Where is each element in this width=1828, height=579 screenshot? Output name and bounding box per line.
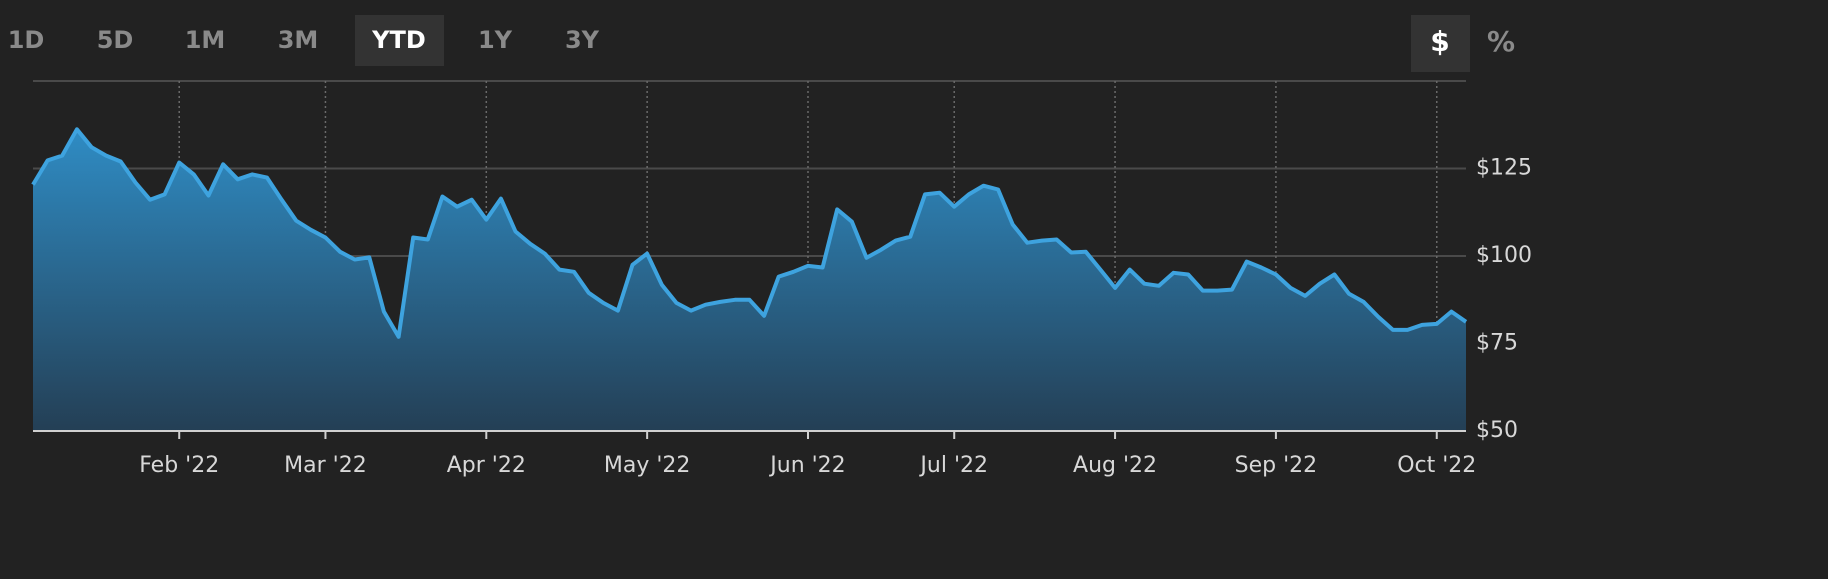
x-tick-label: Apr '22 xyxy=(447,453,526,478)
range-button[interactable]: 1D xyxy=(8,26,45,54)
unit-button[interactable]: % xyxy=(1487,25,1515,58)
y-tick-label: $50 xyxy=(1476,418,1518,443)
area-fill xyxy=(33,129,1466,432)
x-tick-label: Aug '22 xyxy=(1073,453,1157,478)
range-button[interactable]: 1Y xyxy=(478,26,513,54)
x-tick-label: Feb '22 xyxy=(139,453,219,478)
x-tick-label: Jun '22 xyxy=(768,453,845,478)
y-tick-label: $125 xyxy=(1476,156,1532,181)
x-tick-label: Mar '22 xyxy=(284,453,367,478)
range-button[interactable]: 5D xyxy=(97,26,134,54)
range-button-bg xyxy=(355,15,444,66)
x-tick-label: Jul '22 xyxy=(918,453,988,478)
unit-button-bg xyxy=(1411,15,1470,72)
range-button[interactable]: 3Y xyxy=(565,26,600,54)
range-button[interactable]: YTD xyxy=(371,26,426,54)
price-line xyxy=(31,127,1468,339)
x-tick-label: May '22 xyxy=(604,453,691,478)
x-tick-label: Sep '22 xyxy=(1235,453,1318,478)
range-button[interactable]: 1M xyxy=(185,26,226,54)
x-tick-label: Oct '22 xyxy=(1397,453,1476,478)
range-button[interactable]: 3M xyxy=(278,26,319,54)
unit-button[interactable]: $ xyxy=(1430,25,1449,58)
y-tick-label: $75 xyxy=(1476,331,1518,356)
y-tick-label: $100 xyxy=(1476,243,1532,268)
